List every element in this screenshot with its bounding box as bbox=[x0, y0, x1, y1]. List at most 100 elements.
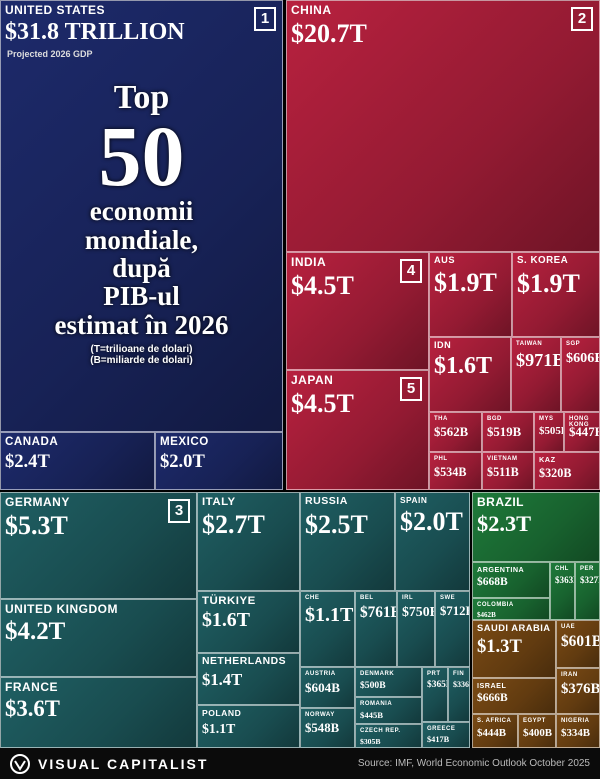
tile: ISRAEL $666B bbox=[472, 678, 556, 714]
gdp-value: $750B bbox=[402, 604, 434, 619]
country-name: CANADA bbox=[5, 435, 59, 448]
gdp-value: $2.0T bbox=[160, 450, 205, 472]
gdp-value: $606B bbox=[566, 350, 599, 366]
gdp-value: $462B bbox=[477, 611, 496, 619]
overlay-line: după bbox=[112, 253, 171, 284]
country-name: CZECH REP. bbox=[360, 728, 401, 734]
tile: GERMANY $5.3T 3 bbox=[0, 492, 197, 599]
country-name: SAUDI ARABIA bbox=[477, 623, 551, 633]
country-name: THA bbox=[434, 416, 448, 422]
tile: INDIA $4.5T 4 bbox=[286, 252, 429, 370]
gdp-value: $601B bbox=[561, 633, 600, 650]
country-name: AUSTRIA bbox=[305, 670, 336, 677]
tile: NETHERLANDS $1.4T bbox=[197, 653, 300, 705]
country-name: AUS bbox=[434, 255, 455, 265]
country-name: MEXICO bbox=[160, 435, 209, 448]
overlay-number: 50 bbox=[98, 107, 185, 204]
gdp-value: $1.9T bbox=[517, 268, 580, 298]
country-name: FIN bbox=[453, 671, 465, 677]
tile: THA $562B bbox=[429, 412, 482, 452]
country-name: JAPAN bbox=[291, 373, 334, 387]
gdp-value: $400B bbox=[523, 727, 553, 739]
tile: S. KOREA $1.9T bbox=[512, 252, 600, 337]
gdp-value: $2.7T bbox=[202, 510, 265, 540]
tile: CZECH REP. $305B bbox=[355, 724, 422, 748]
gdp-value: $20.7T bbox=[291, 19, 367, 48]
tile: VIETNAM $511B bbox=[482, 452, 534, 490]
gdp-value: $505B bbox=[539, 425, 563, 437]
rank: 2 bbox=[571, 7, 593, 31]
tile: ARGENTINA $668B bbox=[472, 562, 550, 598]
gdp-value: $444B bbox=[477, 727, 507, 739]
overlay-line: mondiale, bbox=[84, 224, 199, 255]
tile: CHL $363B bbox=[550, 562, 575, 620]
overlay-title: Top bbox=[113, 79, 170, 116]
rank: 1 bbox=[254, 7, 276, 31]
tile: NIGERIA $334B bbox=[556, 714, 600, 748]
country-name: DENMARK bbox=[360, 671, 395, 677]
country-name: FRANCE bbox=[5, 680, 58, 694]
gdp-value: $305B bbox=[360, 737, 381, 746]
tile: UNITED STATES $31.8 TRILLION Projected 202… bbox=[0, 0, 283, 432]
country-name: PER bbox=[580, 566, 594, 572]
country-name: ARGENTINA bbox=[477, 565, 525, 574]
overlay-note: (B=miliarde de dolari) bbox=[90, 354, 193, 366]
country-name: NETHERLANDS bbox=[202, 656, 287, 667]
gdp-value: $5.3T bbox=[5, 511, 68, 540]
tile: SGP $606B bbox=[561, 337, 600, 412]
gdp-value: $562B bbox=[434, 425, 469, 439]
tile: ITALY $2.7T bbox=[197, 492, 300, 591]
country-name: CHE bbox=[305, 594, 320, 601]
tile: CHINA $20.7T 2 bbox=[286, 0, 600, 252]
country-name: NIGERIA bbox=[561, 718, 590, 724]
gdp-value: $500B bbox=[360, 680, 386, 691]
country-name: BEL bbox=[360, 595, 374, 601]
gdp-value: $1.4T bbox=[202, 670, 243, 690]
country-name: IRAN bbox=[561, 672, 578, 678]
tile: AUS $1.9T bbox=[429, 252, 512, 337]
gdp-value: $761B bbox=[360, 604, 397, 621]
overlay: Top 50 economii mondiale, după PIB-ul estima… bbox=[0, 80, 283, 366]
country-name: CHL bbox=[555, 566, 569, 572]
gdp-value: $534B bbox=[434, 465, 467, 479]
gdp-value: $2.4T bbox=[5, 450, 50, 472]
country-name: EGYPT bbox=[523, 718, 546, 724]
tile: PER $327B bbox=[575, 562, 600, 620]
overlay-line: estimat în 2026 bbox=[54, 309, 229, 340]
gdp-value: $445B bbox=[360, 710, 384, 720]
country-name: HONG KONG bbox=[569, 416, 589, 429]
tile: SPAIN $2.0T bbox=[395, 492, 470, 591]
gdp-value: $666B bbox=[477, 692, 508, 705]
country-name: IDN bbox=[434, 340, 452, 350]
rank: 3 bbox=[168, 499, 190, 523]
country-name: BRAZIL bbox=[477, 495, 524, 509]
country-name: BGD bbox=[487, 416, 502, 422]
country-name: INDIA bbox=[291, 255, 327, 269]
country-name: ITALY bbox=[202, 496, 236, 508]
tile: JAPAN $4.5T 5 bbox=[286, 370, 429, 490]
gdp-value: $668B bbox=[477, 576, 508, 589]
gdp-value: $3.6T bbox=[5, 696, 60, 721]
source: Source: IMF, World Economic Outlook Octo… bbox=[357, 758, 590, 769]
gdp-value: $336B bbox=[453, 680, 469, 689]
tile: POLAND $1.1T bbox=[197, 705, 300, 748]
country-name: NORWAY bbox=[305, 711, 335, 718]
tile: DENMARK $500B bbox=[355, 667, 422, 697]
logo bbox=[10, 754, 30, 774]
tile: TAIWAN $971B bbox=[511, 337, 561, 412]
tile: BRAZIL $2.3T bbox=[472, 492, 600, 562]
gdp-value: $712B bbox=[440, 604, 469, 618]
tile: EGYPT $400B bbox=[518, 714, 556, 748]
gdp-value: $1.6T bbox=[434, 353, 493, 380]
tile: FIN $336B bbox=[448, 667, 470, 722]
country-name: GERMANY bbox=[5, 495, 70, 509]
gdp-value: $4.5T bbox=[291, 271, 354, 300]
country-name: GREECE bbox=[427, 726, 456, 732]
tile: MYS $505B bbox=[534, 412, 564, 452]
country-name: CHINA bbox=[291, 3, 332, 17]
note: Projected 2026 GDP bbox=[7, 49, 93, 59]
gdp-value: $447B bbox=[569, 425, 600, 439]
tile: HONG KONG $447B bbox=[564, 412, 600, 452]
rank: 4 bbox=[400, 259, 422, 283]
gdp-value: $376B bbox=[561, 681, 600, 697]
